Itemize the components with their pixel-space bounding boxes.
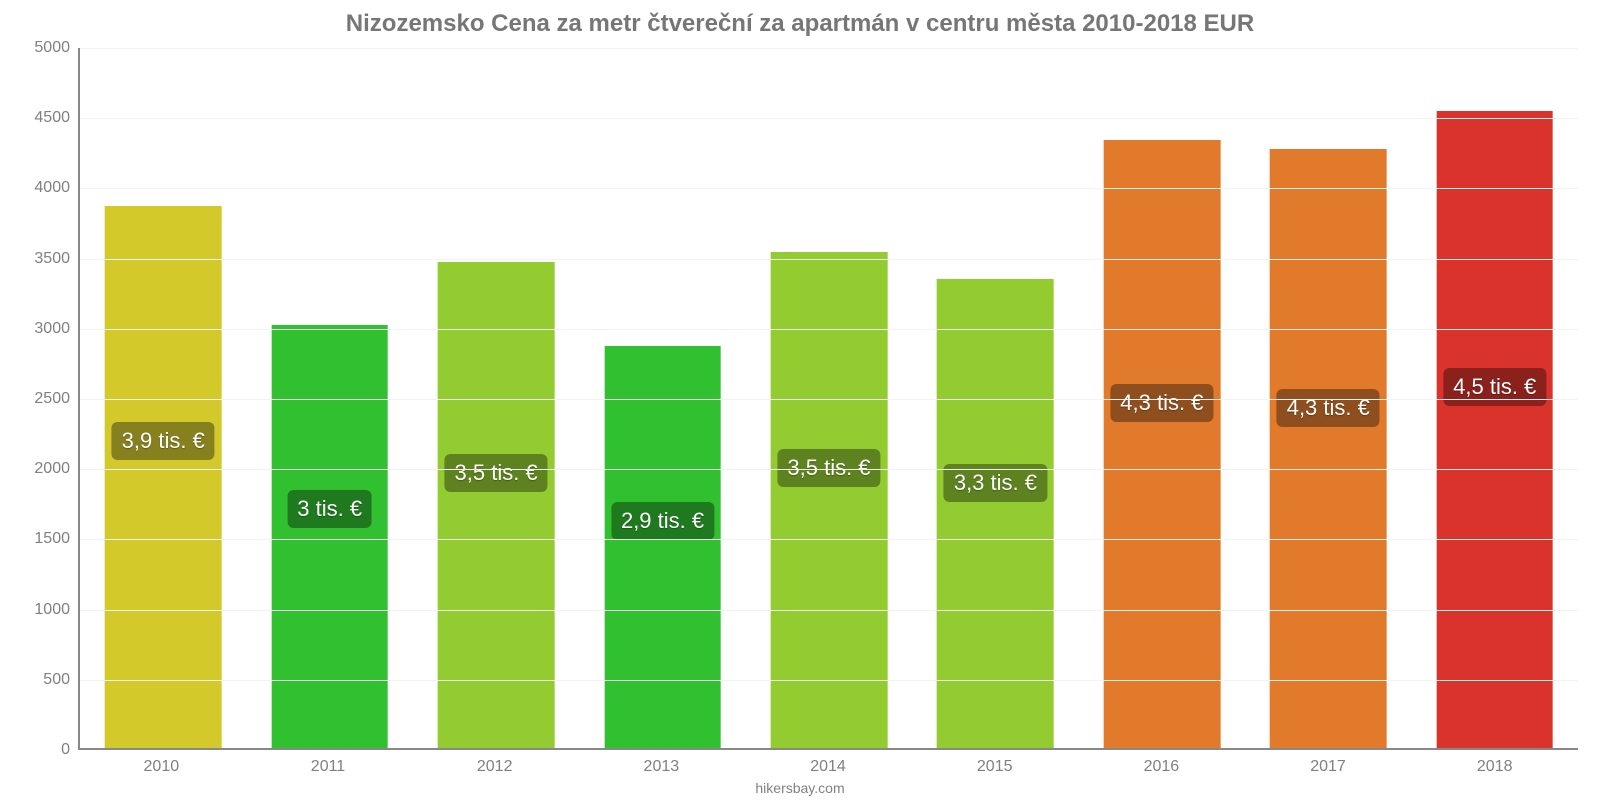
x-tick-label: 2014: [745, 752, 912, 776]
grid-line: [80, 259, 1578, 260]
x-tick-label: 2011: [245, 752, 412, 776]
bar-slot: 3 tis. €: [246, 48, 412, 748]
grid-line: [80, 329, 1578, 330]
value-badge: 4,3 tis. €: [1277, 389, 1380, 427]
value-badge: 3,5 tis. €: [445, 454, 548, 492]
chart-source: hikersbay.com: [0, 780, 1600, 796]
chart-title: Nizozemsko Cena za metr čtvereční za apa…: [0, 10, 1600, 38]
bar: [1270, 149, 1387, 749]
x-tick-label: 2010: [78, 752, 245, 776]
y-axis: 0500100015002000250030003500400045005000: [0, 48, 78, 750]
bar-slot: 4,5 tis. €: [1412, 48, 1578, 748]
bar-chart: Nizozemsko Cena za metr čtvereční za apa…: [0, 0, 1600, 800]
value-badge: 3,9 tis. €: [112, 422, 215, 460]
y-tick-label: 500: [10, 671, 70, 689]
grid-line: [80, 610, 1578, 611]
value-badge: 4,3 tis. €: [1110, 384, 1213, 422]
y-tick-label: 3500: [10, 250, 70, 268]
bar-slot: 4,3 tis. €: [1079, 48, 1245, 748]
bar-slot: 3,9 tis. €: [80, 48, 246, 748]
y-tick-label: 4500: [10, 109, 70, 127]
value-badge: 2,9 tis. €: [611, 502, 714, 540]
grid-line: [80, 188, 1578, 189]
x-tick-label: 2018: [1411, 752, 1578, 776]
y-tick-label: 0: [10, 741, 70, 759]
bar: [271, 325, 388, 748]
bar-slot: 2,9 tis. €: [579, 48, 745, 748]
y-tick-label: 3000: [10, 320, 70, 338]
bar-slot: 3,5 tis. €: [746, 48, 912, 748]
x-tick-label: 2013: [578, 752, 745, 776]
y-tick-label: 5000: [10, 39, 70, 57]
y-tick-label: 2500: [10, 390, 70, 408]
y-tick-label: 2000: [10, 460, 70, 478]
value-badge: 3 tis. €: [287, 490, 372, 528]
value-badge: 3,5 tis. €: [777, 449, 880, 487]
grid-line: [80, 48, 1578, 49]
bar: [438, 262, 555, 748]
y-tick-label: 1500: [10, 530, 70, 548]
grid-line: [80, 680, 1578, 681]
y-tick-label: 1000: [10, 601, 70, 619]
x-tick-label: 2015: [911, 752, 1078, 776]
grid-line: [80, 118, 1578, 119]
x-axis: 201020112012201320142015201620172018: [78, 752, 1578, 776]
bars-container: 3,9 tis. € 3 tis. € 3,5 tis. € 2,9 tis. € 3,…: [80, 48, 1578, 748]
bar: [105, 206, 222, 748]
bar: [1104, 140, 1221, 748]
y-tick-label: 4000: [10, 179, 70, 197]
bar-slot: 3,3 tis. €: [912, 48, 1078, 748]
grid-line: [80, 399, 1578, 400]
grid-line: [80, 539, 1578, 540]
plot-area: 3,9 tis. € 3 tis. € 3,5 tis. € 2,9 tis. € 3,…: [78, 48, 1578, 750]
bar-slot: 3,5 tis. €: [413, 48, 579, 748]
bar: [937, 279, 1054, 748]
bar: [604, 346, 721, 748]
bar: [1436, 111, 1553, 748]
x-tick-label: 2016: [1078, 752, 1245, 776]
x-tick-label: 2012: [411, 752, 578, 776]
grid-line: [80, 469, 1578, 470]
bar: [771, 252, 888, 748]
bar-slot: 4,3 tis. €: [1245, 48, 1411, 748]
x-tick-label: 2017: [1245, 752, 1412, 776]
